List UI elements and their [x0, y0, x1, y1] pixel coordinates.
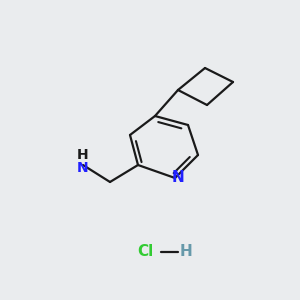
- Text: N: N: [172, 170, 184, 185]
- Text: H: H: [77, 148, 89, 162]
- Text: H: H: [180, 244, 192, 260]
- Text: Cl: Cl: [137, 244, 153, 260]
- Text: N: N: [77, 161, 89, 175]
